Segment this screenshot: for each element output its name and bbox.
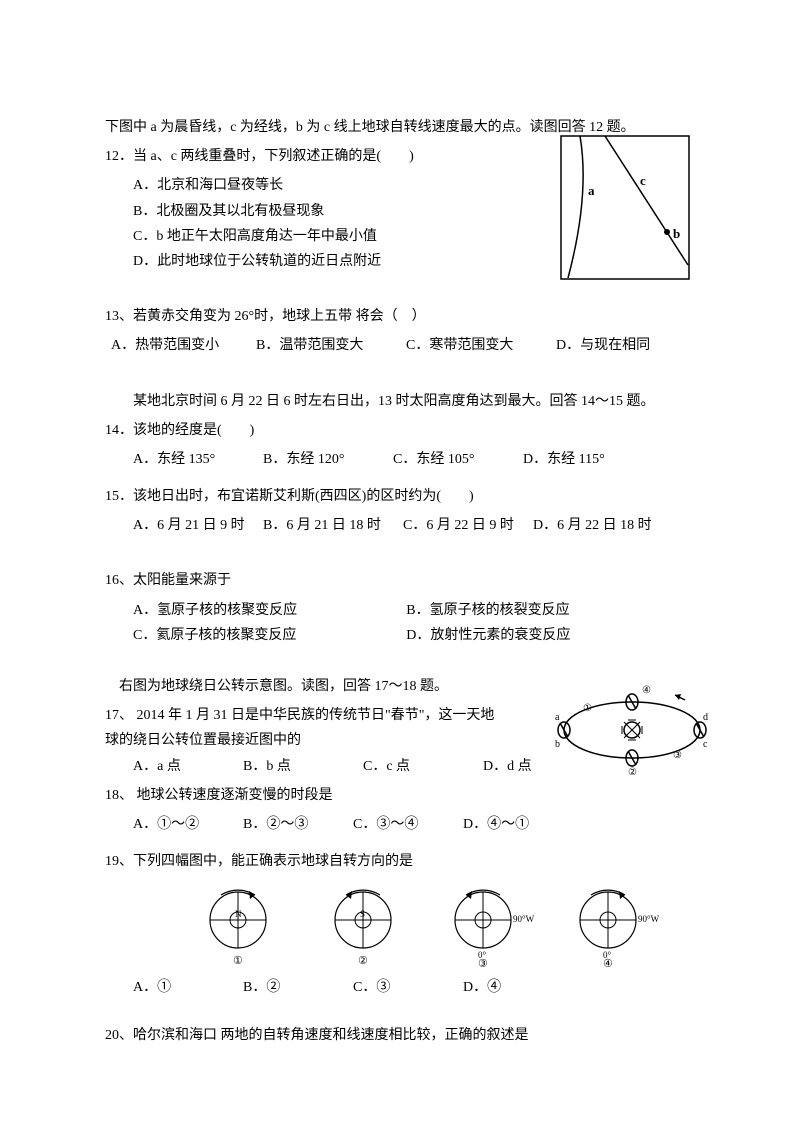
q16-opt-d: D．放射性元素的衰变反应 [406,628,570,643]
question-18: 18、 地球公转速度逐渐变慢的时段是 A．①～② B．②～③ C．③～④ D．④… [105,783,695,837]
q16-opt-a: A．氢原子核的核聚变反应 [133,598,403,623]
rotation-diagrams: N ① S ② 90°W 0° ③ 90°W [105,882,695,967]
q14-text: 14．该地的经度是( ) [105,418,695,443]
svg-text:①: ① [233,955,243,967]
orbit-p2: ② [628,767,637,775]
q13-opt-c: C．寒带范围变大 [406,333,556,358]
q13-opt-b: B．温带范围变大 [256,333,406,358]
q19-opt-b: B．② [243,975,353,1000]
q17-opt-d: D．d 点 [483,754,532,779]
q15-text: 15．该地日出时，布宜诺斯艾利斯(西四区)的区时约为( ) [105,484,695,509]
orbit-p4: ④ [642,685,651,696]
q18-opt-c: C．③～④ [353,812,463,837]
q18-text: 18、 地球公转速度逐渐变慢的时段是 [105,783,695,808]
q17-opt-a: A．a 点 [133,754,243,779]
q14-opt-a: A．东经 135° [133,447,263,472]
rotation-1: N ① [193,882,293,967]
q15-opt-b: B．6 月 21 日 18 时 [263,513,403,538]
q20-text: 20、哈尔滨和海口 两地的自转角速度和线速度相比较，正确的叙述是 [105,1023,695,1048]
q16-opt-c: C．氦原子核的核聚变反应 [133,623,403,648]
diagram-abc: a c b [560,135,690,280]
q14-15-intro: 某地北京时间 6 月 22 日 6 时左右日出，13 时太阳高度角达到最大。回答… [105,389,695,414]
orbit-p1: ① [583,703,592,714]
q15-opt-d: D．6 月 22 日 18 时 [533,513,652,538]
orbit-b: b [555,739,560,750]
q15-opt-a: A．6 月 21 日 9 时 [133,513,263,538]
diagram-orbit: a b c d ① ② ③ ④ [555,685,710,775]
svg-text:S: S [360,909,365,919]
q18-opt-b: B．②～③ [243,812,353,837]
label-b: b [673,226,680,241]
svg-text:③: ③ [478,958,488,967]
q17-opt-c: C．c 点 [363,754,483,779]
q14-opt-d: D．东经 115° [523,447,605,472]
q15-opt-c: C．6 月 22 日 9 时 [403,513,533,538]
q18-opt-a: A．①～② [133,812,243,837]
orbit-a: a [555,712,560,723]
q14-opt-b: B．东经 120° [263,447,393,472]
question-16: 16、太阳能量来源于 A．氢原子核的核聚变反应 B．氢原子核的核裂变反应 C．氦… [105,568,695,648]
rotation-4: 90°W 0° ④ [568,882,668,967]
orbit-c: c [703,739,708,750]
q13-text: 13、若黄赤交角变为 26°时，地球上五带 将会（ ） [105,304,695,329]
orbit-d: d [703,712,708,723]
q16-opt-b: B．氢原子核的核裂变反应 [406,603,569,618]
rotation-3: 90°W 0° ③ [443,882,543,967]
question-14: 14．该地的经度是( ) A．东经 135° B．东经 120° C．东经 10… [105,418,695,472]
q17-opt-b: B．b 点 [243,754,363,779]
q19-opt-c: C．③ [353,975,463,1000]
rotation-2: S ② [318,882,418,967]
svg-text:90°W: 90°W [638,914,660,924]
q19-opt-a: A．① [133,975,243,1000]
q19-text: 19、下列四幅图中，能正确表示地球自转方向的是 [105,849,695,874]
label-c: c [640,173,646,188]
svg-text:90°W: 90°W [513,914,535,924]
question-13: 13、若黄赤交角变为 26°时，地球上五带 将会（ ） A．热带范围变小 B．温… [105,304,695,358]
q18-opt-d: D．④～① [463,812,529,837]
q13-opt-a: A．热带范围变小 [111,333,256,358]
q19-opt-d: D．④ [463,975,501,1000]
svg-text:④: ④ [603,958,613,967]
question-20: 20、哈尔滨和海口 两地的自转角速度和线速度相比较，正确的叙述是 [105,1023,695,1048]
question-15: 15．该地日出时，布宜诺斯艾利斯(西四区)的区时约为( ) A．6 月 21 日… [105,484,695,538]
q13-opt-d: D．与现在相同 [556,333,650,358]
label-a: a [588,183,595,198]
orbit-p3: ③ [673,750,682,761]
q16-text: 16、太阳能量来源于 [105,568,695,593]
q14-opt-c: C．东经 105° [393,447,523,472]
svg-text:②: ② [358,955,368,967]
question-19: 19、下列四幅图中，能正确表示地球自转方向的是 N ① S ② 90°W [105,849,695,1000]
svg-text:N: N [235,909,242,919]
